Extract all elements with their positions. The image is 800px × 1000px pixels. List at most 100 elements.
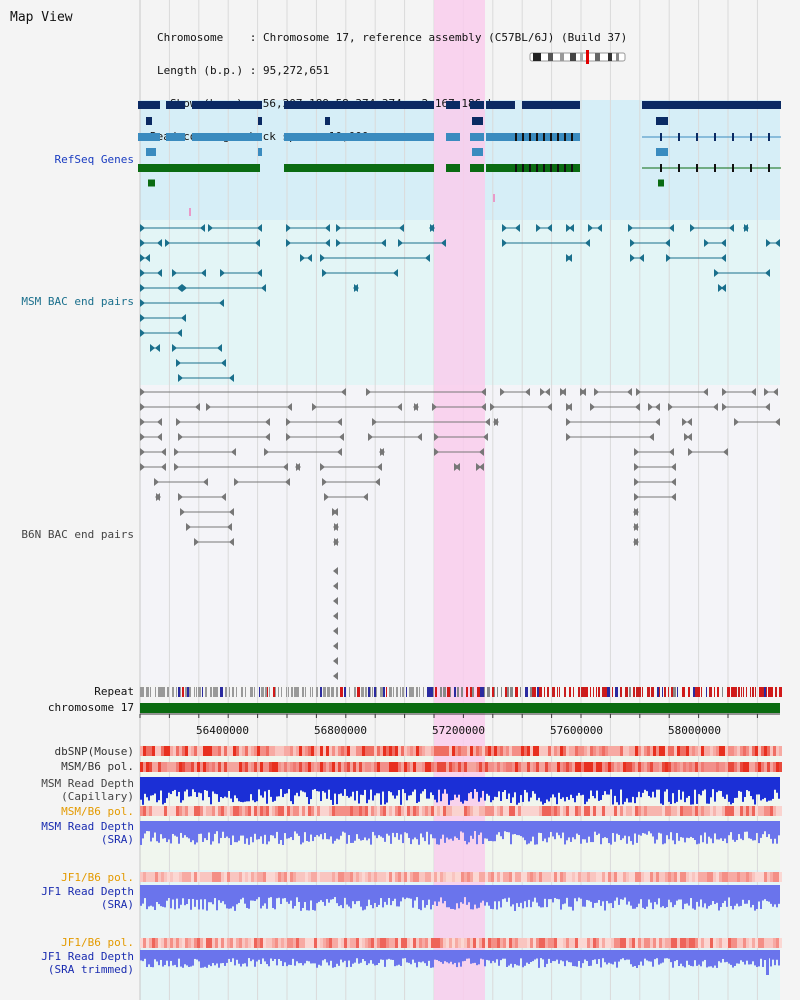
heat-cell [677,806,680,816]
heat-cell [494,806,497,816]
heat-cell [176,872,179,882]
heat-cell [224,746,227,756]
bac-end-marker [140,224,145,232]
track-label-jf1-b6-pol-1[interactable]: JF1/B6 pol. [61,871,134,884]
heat-cell [485,746,488,756]
heat-cell [653,872,656,882]
depth-bar [490,885,492,909]
heat-cell [407,938,410,948]
depth-bar [410,777,412,796]
depth-bar [156,777,158,803]
repeat-element [316,687,318,697]
track-label-jf1-depth-sra-1[interactable]: JF1 Read Depth [41,885,134,898]
depth-bar [316,885,318,904]
depth-bar [434,777,436,800]
track-label-msm-depth-cap-1[interactable]: MSM Read Depth [41,777,134,790]
depth-bar [672,885,674,908]
heat-cell [716,762,719,772]
heat-cell [269,872,272,882]
gene-exon [138,133,160,141]
repeat-element [380,687,383,697]
depth-bar [320,777,322,802]
heat-cell [734,872,737,882]
depth-bar [350,885,352,909]
depth-bar [408,950,410,963]
heat-cell [740,872,743,882]
depth-bar [410,821,412,845]
track-label-msm-bac[interactable]: MSM BAC end pairs [21,295,134,308]
track-label-msm-b6-pol-1[interactable]: MSM/B6 pol. [61,760,134,773]
heat-cell [260,872,263,882]
gene-exon [732,164,734,172]
depth-bar [168,821,170,840]
heat-cell [686,762,689,772]
heat-cell [656,806,659,816]
track-label-msm-depth-sra-1[interactable]: MSM Read Depth [41,820,134,833]
depth-bar [708,777,710,804]
heat-cell [449,872,452,882]
track-label-dbsnp[interactable]: dbSNP(Mouse) [54,745,134,758]
heat-cell [344,938,347,948]
heat-cell [245,746,248,756]
heat-cell [200,938,203,948]
depth-bar [294,885,296,906]
depth-bar [370,777,372,790]
depth-bar [730,950,732,965]
heat-cell [518,762,521,772]
depth-bar [486,821,488,839]
depth-bar [394,885,396,899]
heat-cell [539,806,542,816]
heat-cell [662,872,665,882]
depth-bar [364,950,366,962]
depth-bar [238,821,240,841]
heat-cell [620,746,623,756]
heat-cell [539,746,542,756]
track-label-jf1-b6-pol-2[interactable]: JF1/B6 pol. [61,936,134,949]
heat-cell [221,762,224,772]
bac-end-marker [312,403,317,411]
depth-bar [616,885,618,898]
track-label-repeat[interactable]: Repeat [94,685,134,698]
repeat-element [684,687,685,697]
bac-end-marker [150,344,155,352]
depth-bar [510,885,512,907]
heat-cell [779,938,782,948]
depth-bar [450,821,452,839]
depth-bar [612,885,614,908]
depth-bar [528,950,530,964]
heat-cell [407,746,410,756]
heat-cell [152,938,155,948]
depth-bar [184,885,186,906]
depth-bar [570,950,572,963]
bac-end-marker [655,403,660,411]
heat-cell [596,762,599,772]
depth-bar [682,821,684,838]
heat-cell [503,806,506,816]
heat-cell [392,806,395,816]
heat-cell [311,762,314,772]
depth-bar [342,777,344,796]
track-label-b6n-bac[interactable]: B6N BAC end pairs [21,528,134,541]
track-label-msm-b6-pol-2[interactable]: MSM/B6 pol. [61,805,134,818]
depth-bar [328,950,330,966]
heat-cell [380,762,383,772]
heat-cell [521,938,524,948]
depth-bar [558,950,560,964]
depth-bar [518,821,520,836]
heat-cell [626,746,629,756]
depth-bar [494,950,496,963]
heat-cell [662,762,665,772]
heat-cell [542,746,545,756]
depth-bar [640,950,642,962]
track-label-refseq[interactable]: RefSeq Genes [54,153,134,166]
track-label-jf1-depth-trim-1[interactable]: JF1 Read Depth [41,950,134,963]
depth-bar [184,950,186,965]
depth-bar [694,950,696,961]
depth-bar [688,821,690,839]
heat-cell [758,806,761,816]
heat-cell [236,762,239,772]
depth-bar [226,777,228,798]
heat-cell [521,872,524,882]
heat-cell [212,762,215,772]
bac-end-marker [322,478,327,486]
